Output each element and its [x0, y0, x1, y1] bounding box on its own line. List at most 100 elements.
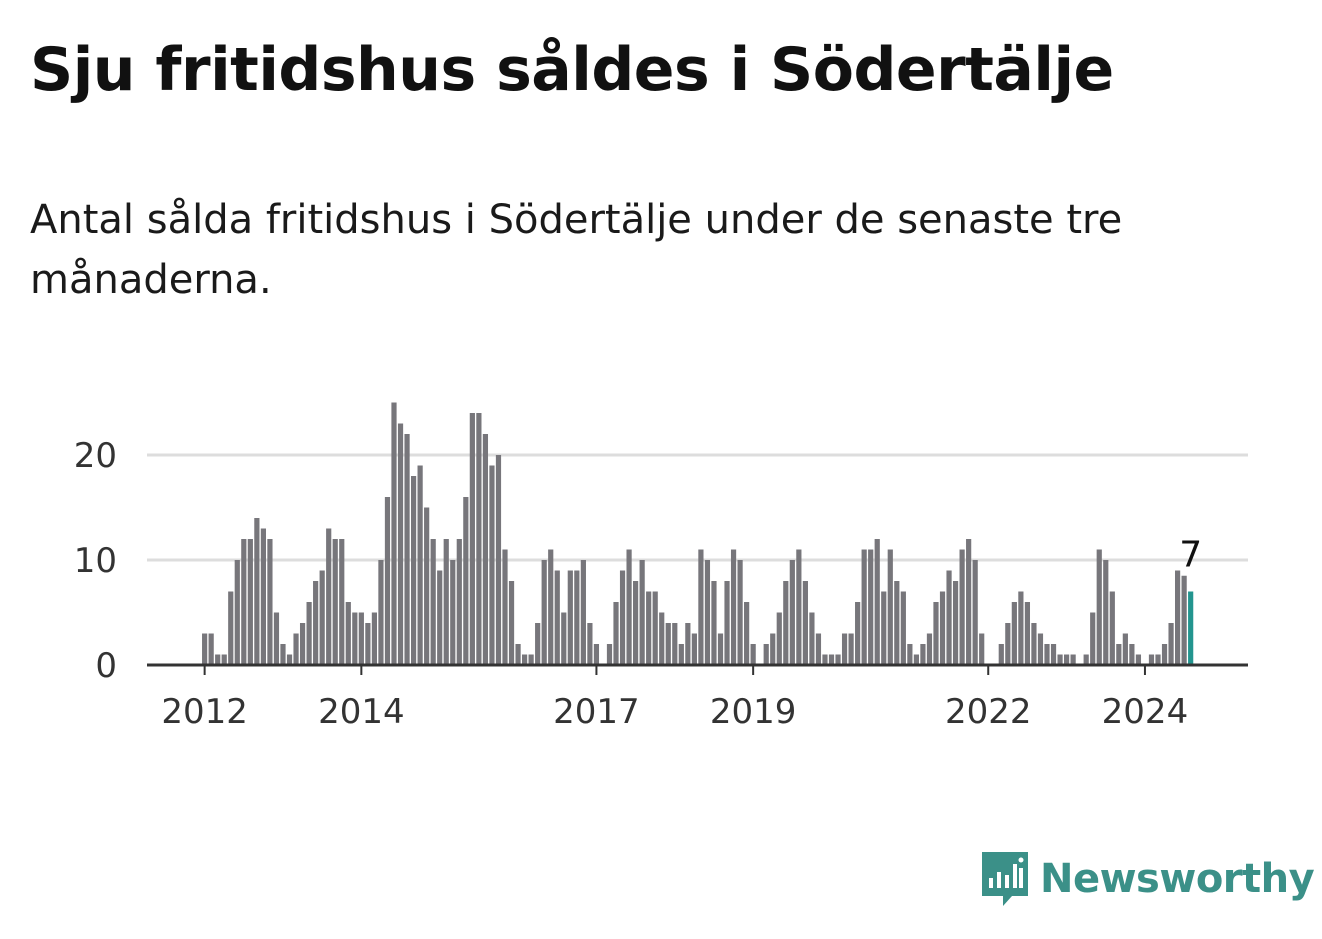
bar: [397, 423, 404, 665]
newsworthy-logo-icon: [982, 852, 1028, 906]
bar: [724, 581, 730, 665]
bar: [1103, 560, 1109, 665]
bar: [358, 612, 364, 665]
bar: [744, 602, 750, 665]
bar-chart: 0 10 20 2012 2014 2017 2019 2022 2024 7: [74, 402, 1248, 732]
bar: [1096, 549, 1102, 665]
bar: [717, 633, 724, 665]
bar: [665, 623, 671, 665]
bar: [293, 633, 299, 665]
chart-title: Sju fritidshus såldes i Södertälje: [30, 35, 1114, 105]
bar: [352, 612, 358, 665]
bar: [979, 633, 985, 665]
newsworthy-logo[interactable]: Newsworthy: [980, 848, 1315, 910]
bar: [770, 633, 776, 665]
bar: [463, 497, 469, 665]
bar: [424, 507, 430, 665]
bar: [998, 644, 1004, 665]
bar: [933, 602, 939, 665]
bar: [254, 518, 260, 665]
bar: [404, 434, 410, 665]
bar: [1018, 591, 1024, 665]
bar: [319, 570, 325, 665]
bar: [789, 560, 795, 665]
bar: [1148, 654, 1155, 665]
bar: [822, 654, 828, 665]
bar: [234, 560, 240, 665]
bar: [1044, 644, 1050, 665]
bar: [802, 581, 808, 665]
bar: [907, 644, 913, 665]
bar: [1109, 591, 1115, 665]
bar: [482, 434, 489, 665]
bar: [750, 644, 756, 665]
x-tick-label: 2012: [161, 692, 248, 732]
bar: [430, 539, 436, 665]
bar: [574, 570, 580, 665]
bar: [580, 560, 586, 665]
bar: [202, 633, 208, 665]
bar: [548, 549, 554, 665]
bar: [299, 623, 306, 665]
bar: [855, 602, 861, 665]
bar: [868, 549, 874, 665]
bar: [639, 560, 645, 665]
bar: [1129, 644, 1135, 665]
bar: [633, 581, 639, 665]
bar: [1175, 570, 1181, 665]
bar: [391, 402, 397, 665]
bar: [926, 633, 933, 665]
bar: [1181, 575, 1187, 665]
bar: [535, 623, 541, 665]
bar: [1011, 602, 1017, 665]
bar: [952, 581, 959, 665]
bar: [920, 644, 926, 665]
axes: 0 10 20 2012 2014 2017 2019 2022 2024 7: [74, 436, 1248, 732]
bar: [828, 654, 835, 665]
bar: [939, 591, 946, 665]
bar: [613, 602, 619, 665]
bar: [567, 570, 573, 665]
bar: [508, 581, 515, 665]
bar: [1057, 654, 1063, 665]
bar: [273, 612, 280, 665]
bar: [332, 539, 338, 665]
bars: [202, 402, 1194, 665]
bar: [241, 539, 247, 665]
y-tick-label: 20: [74, 436, 117, 476]
gridlines: [147, 453, 1248, 562]
bar: [894, 581, 900, 665]
bar: [443, 539, 449, 665]
x-tick-label: 2017: [553, 692, 640, 732]
bar: [489, 465, 495, 665]
bar: [515, 644, 521, 665]
y-tick-label: 0: [95, 646, 117, 686]
bar: [410, 476, 417, 665]
bar: [522, 654, 528, 665]
bar: [881, 591, 887, 665]
bar: [554, 570, 560, 665]
bar: [587, 623, 593, 665]
bar: [476, 413, 482, 665]
bar: [495, 455, 502, 665]
bar: [306, 602, 312, 665]
bar: [946, 570, 952, 665]
bar: [913, 654, 919, 665]
bar: [260, 528, 266, 665]
y-tick-label: 10: [74, 541, 117, 581]
bar: [345, 602, 351, 665]
bar: [835, 654, 841, 665]
bar: [972, 560, 978, 665]
x-tick-label: 2024: [1102, 692, 1189, 732]
bar: [959, 549, 965, 665]
bar: [861, 549, 867, 665]
bar: [378, 560, 384, 665]
bar: [339, 539, 345, 665]
bar: [796, 549, 802, 665]
bar: [1005, 623, 1011, 665]
bar: [685, 623, 691, 665]
x-tick-label: 2019: [710, 692, 797, 732]
chart-subtitle: Antal sålda fritidshus i Södertälje unde…: [30, 197, 1123, 303]
bar: [646, 591, 652, 665]
bar: [313, 581, 319, 665]
